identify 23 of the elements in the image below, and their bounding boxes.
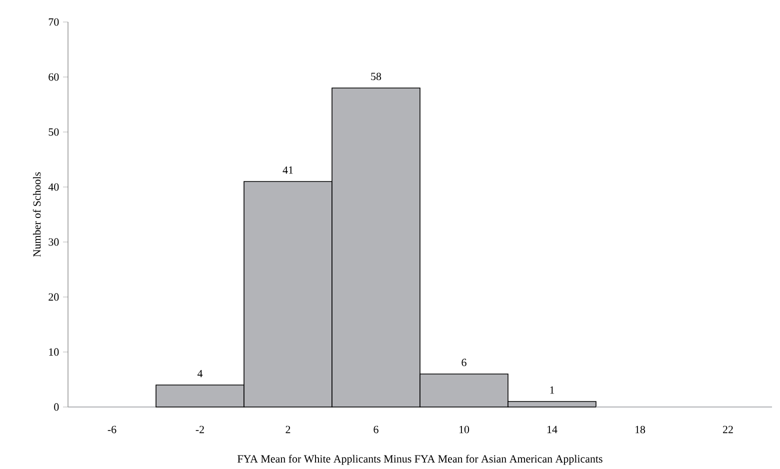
x-tick-label: -2 [196, 426, 204, 434]
y-tick-label: 10 [49, 348, 59, 356]
y-tick-label: 50 [48, 128, 59, 136]
y-tick-label: 0 [54, 403, 59, 411]
y-tick-label: 30 [48, 238, 59, 246]
y-tick-label: 60 [48, 73, 59, 81]
data-label: 4 [197, 370, 203, 378]
data-label: 1 [550, 386, 554, 394]
x-tick-label: 6 [374, 426, 378, 434]
x-tick-label: 2 [286, 426, 290, 434]
x-tick-label: 14 [547, 426, 558, 434]
x-tick-label: 18 [635, 426, 646, 434]
y-tick-label: 70 [48, 18, 59, 26]
x-tick-label: -6 [108, 426, 116, 434]
data-label: 41 [282, 166, 293, 174]
x-tick-label: 10 [459, 426, 470, 434]
x-axis-title: FYA Mean for White Applicants Minus FYA Mean for Asian American Applicants [238, 454, 602, 465]
y-tick-label: 40 [48, 183, 59, 191]
y-tick-label: 20 [48, 293, 59, 301]
data-label: 6 [462, 358, 466, 366]
data-label: 58 [371, 72, 382, 80]
y-axis-title: Number of Schools [32, 172, 41, 257]
x-tick-label: 22 [723, 426, 733, 434]
